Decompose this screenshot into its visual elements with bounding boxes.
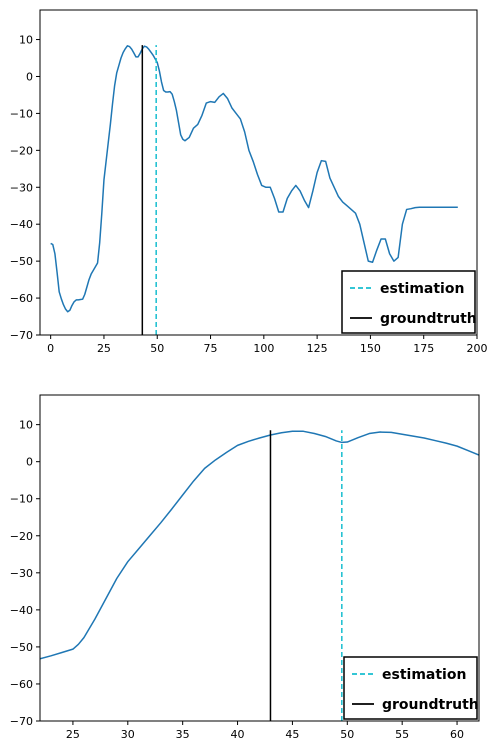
x-tick-label: 60 <box>450 728 464 741</box>
axes-frame <box>39 9 478 336</box>
legend-box <box>341 270 476 334</box>
y-tick-label: −10 <box>10 107 33 120</box>
y-tick-label: −60 <box>10 678 33 691</box>
y-tick-label: −20 <box>10 144 33 157</box>
y-tick-label: 10 <box>19 34 33 47</box>
legend-label-estimation: estimation <box>382 667 466 683</box>
y-tick-label: −70 <box>10 329 33 342</box>
y-tick-label: 10 <box>19 419 33 432</box>
y-tick-label: −50 <box>10 255 33 268</box>
y-tick-label: −40 <box>10 604 33 617</box>
series-line <box>40 430 479 660</box>
y-tick-label: −10 <box>10 493 33 506</box>
chart-top: 0 25 50 75 100 125 150 175 200100−10−20−30−40−50… <box>10 9 488 355</box>
y-tick-label: −70 <box>10 715 33 728</box>
axes-frame <box>39 394 480 722</box>
x-tick-label: 150 <box>360 342 381 355</box>
x-tick-label: 75 <box>204 342 218 355</box>
y-tick-label: −30 <box>10 567 33 580</box>
chart-bottom: 25 30 35 40 45 50 55 60 10 0 −10 −20 −30 −40 −50 −60 −70… <box>10 394 480 741</box>
x-tick-label: 175 <box>413 342 434 355</box>
y-tick-label: 0 <box>26 456 33 469</box>
y-tick-label: 0 <box>26 70 33 83</box>
x-tick-label: 200 <box>467 342 488 355</box>
y-tick-label: −60 <box>10 292 33 305</box>
x-tick-label: 55 <box>395 728 409 741</box>
x-tick-label: 25 <box>97 342 111 355</box>
legend-label-estimation: estimation <box>380 281 464 297</box>
legend-label-groundtruth: groundtruth <box>382 697 479 713</box>
x-tick-label: 100 <box>253 342 274 355</box>
legend: estimation groundtruth <box>343 656 479 720</box>
x-tick-label: 35 <box>176 728 190 741</box>
legend-box <box>343 656 478 720</box>
legend-label-groundtruth: groundtruth <box>380 311 477 327</box>
y-tick-label: −50 <box>10 641 33 654</box>
y-tick-label: −40 <box>10 218 33 231</box>
x-tick-label: 0 <box>47 342 54 355</box>
x-tick-label: 50 <box>340 728 354 741</box>
y-tick-label: −30 <box>10 181 33 194</box>
series-line <box>50 45 458 313</box>
x-tick-label: 45 <box>285 728 299 741</box>
legend: estimation groundtruth <box>341 270 477 334</box>
x-tick-label: 30 <box>121 728 135 741</box>
x-tick-label: 40 <box>231 728 245 741</box>
x-tick-label: 125 <box>307 342 328 355</box>
x-tick-label: 50 <box>150 342 164 355</box>
x-tick-label: 25 <box>66 728 80 741</box>
y-tick-label: −20 <box>10 530 33 543</box>
